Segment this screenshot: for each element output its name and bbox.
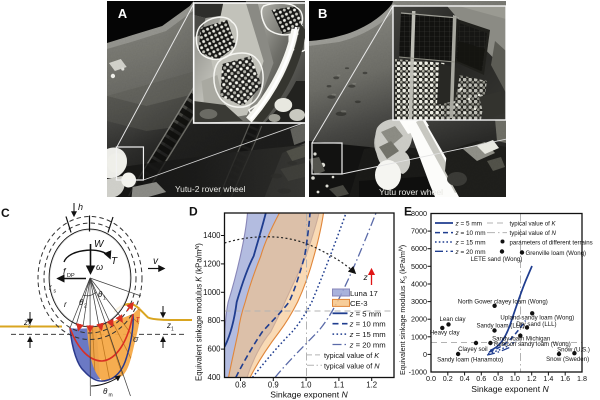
svg-text:1200: 1200	[203, 259, 221, 268]
svg-text:800: 800	[207, 316, 221, 325]
svg-text:Lean clay: Lean clay	[439, 316, 466, 323]
svg-text:Dry sand (LLL): Dry sand (LLL)	[516, 321, 556, 328]
svg-text:1.2: 1.2	[366, 381, 377, 390]
svg-text:CE-3: CE-3	[350, 299, 368, 308]
svg-text:v: v	[153, 256, 159, 267]
svg-text:1.2: 1.2	[527, 374, 537, 383]
svg-text:0.4: 0.4	[460, 374, 470, 383]
svg-text:5000: 5000	[411, 262, 427, 271]
svg-text:h: h	[78, 202, 83, 212]
svg-text:North Gower clayey loam (Wong): North Gower clayey loam (Wong)	[458, 299, 548, 306]
svg-text:s: s	[54, 289, 57, 295]
svg-text:τ: τ	[136, 314, 140, 324]
svg-text:2: 2	[28, 324, 31, 330]
svg-text:400: 400	[207, 373, 221, 382]
svg-text:LETE sand (Wong): LETE sand (Wong)	[471, 256, 523, 263]
svg-text:1.0: 1.0	[510, 374, 520, 383]
svg-text:7000: 7000	[411, 227, 427, 236]
svg-text:B: B	[318, 6, 327, 21]
svg-text:Rubicon sandy loam (Wong): Rubicon sandy loam (Wong)	[494, 341, 571, 348]
svg-text:W: W	[94, 239, 105, 250]
svg-text:Clayey soil: Clayey soil	[458, 346, 487, 353]
svg-text:Snow (U.S.): Snow (U.S.)	[557, 347, 590, 354]
svg-text:2: 2	[84, 304, 87, 310]
svg-text:Heavy clay: Heavy clay	[430, 330, 461, 337]
svg-text:A: A	[117, 6, 126, 21]
svg-text:Sandy loam (Hanamoto): Sandy loam (Hanamoto)	[437, 357, 503, 364]
svg-text:θ: θ	[98, 290, 103, 299]
svg-text:m: m	[109, 393, 113, 399]
svg-text:0.9: 0.9	[268, 381, 279, 390]
svg-text:z = 15 mm: z = 15 mm	[349, 330, 386, 339]
svg-text:6000: 6000	[411, 244, 427, 253]
svg-text:0.8: 0.8	[493, 374, 503, 383]
svg-text:typical value of N: typical value of N	[510, 230, 557, 237]
svg-text:z: z	[166, 321, 171, 330]
svg-text:2000: 2000	[411, 315, 427, 324]
svg-text:Sinkage exponent N: Sinkage exponent N	[471, 384, 549, 394]
svg-text:r: r	[49, 283, 52, 292]
svg-text:0: 0	[423, 350, 427, 359]
svg-text:8000: 8000	[411, 209, 427, 218]
svg-text:3000: 3000	[411, 297, 427, 306]
svg-text:1.0: 1.0	[301, 381, 313, 390]
svg-text:1.8: 1.8	[577, 374, 587, 383]
svg-text:f: f	[63, 267, 67, 277]
svg-text:typical value of K: typical value of K	[510, 221, 557, 228]
svg-text:parameters of different terrai: parameters of different terrains	[510, 240, 593, 247]
svg-text:Equivalent sinkage modulus K (: Equivalent sinkage modulus K (kPa/mN)	[195, 243, 204, 381]
svg-text:z = 15 mm: z = 15 mm	[455, 240, 486, 247]
svg-text:0.8: 0.8	[235, 381, 246, 390]
svg-text:Grenville loam (Wong): Grenville loam (Wong)	[526, 250, 587, 257]
svg-text:C: C	[1, 206, 10, 220]
svg-text:Luna 17: Luna 17	[350, 289, 378, 298]
svg-text:-1000: -1000	[409, 368, 427, 377]
svg-text:z = 10 mm: z = 10 mm	[349, 320, 386, 329]
svg-text:0.2: 0.2	[443, 374, 453, 383]
svg-text:Yutu rover wheel: Yutu rover wheel	[379, 187, 443, 197]
svg-text:Equivalent sinkage modulus Ks: Equivalent sinkage modulus Ks (kPa/mN)	[398, 245, 409, 375]
svg-text:z: z	[363, 272, 369, 282]
svg-text:Snow (Sweden): Snow (Sweden)	[546, 356, 589, 363]
svg-text:r: r	[64, 300, 67, 309]
svg-text:θ: θ	[79, 298, 84, 307]
svg-text:1.1: 1.1	[333, 381, 344, 390]
svg-text:1: 1	[103, 296, 106, 302]
svg-text:z: z	[23, 318, 28, 327]
svg-text:Sandy loam Michigan: Sandy loam Michigan	[492, 336, 550, 343]
svg-text:T: T	[111, 256, 118, 267]
svg-text:600: 600	[207, 345, 221, 354]
svg-text:0.6: 0.6	[476, 374, 486, 383]
svg-text:z = 20 mm: z = 20 mm	[349, 341, 386, 350]
svg-text:z = 20 mm: z = 20 mm	[455, 249, 486, 256]
svg-text:0.0: 0.0	[426, 374, 436, 383]
svg-text:1400: 1400	[203, 231, 221, 240]
svg-text:4000: 4000	[411, 280, 427, 289]
svg-text:1: 1	[171, 327, 174, 333]
svg-text:θ: θ	[103, 387, 108, 396]
svg-text:1000: 1000	[203, 288, 221, 297]
svg-text:DP: DP	[67, 273, 75, 279]
svg-text:Yutu-2 rover wheel: Yutu-2 rover wheel	[174, 184, 245, 194]
svg-text:typical value of K: typical value of K	[324, 351, 380, 360]
svg-text:1.4: 1.4	[543, 374, 553, 383]
svg-text:Sandy loam (LLL): Sandy loam (LLL)	[476, 323, 524, 330]
svg-text:z = 5 mm: z = 5 mm	[349, 309, 382, 318]
svg-text:z = 5 mm: z = 5 mm	[455, 221, 482, 228]
svg-text:typical value of N: typical value of N	[324, 361, 380, 370]
svg-text:1000: 1000	[411, 332, 427, 341]
svg-text:Sinkage exponent N: Sinkage exponent N	[270, 390, 348, 400]
svg-text:Upland sandy loam (Wong): Upland sandy loam (Wong)	[500, 315, 574, 322]
svg-text:z = 10 mm: z = 10 mm	[455, 230, 486, 237]
svg-text:E: E	[404, 205, 412, 219]
svg-text:σ: σ	[133, 334, 139, 344]
svg-text:D: D	[189, 205, 198, 219]
svg-text:1.6: 1.6	[560, 374, 570, 383]
svg-text:ω: ω	[96, 262, 103, 272]
